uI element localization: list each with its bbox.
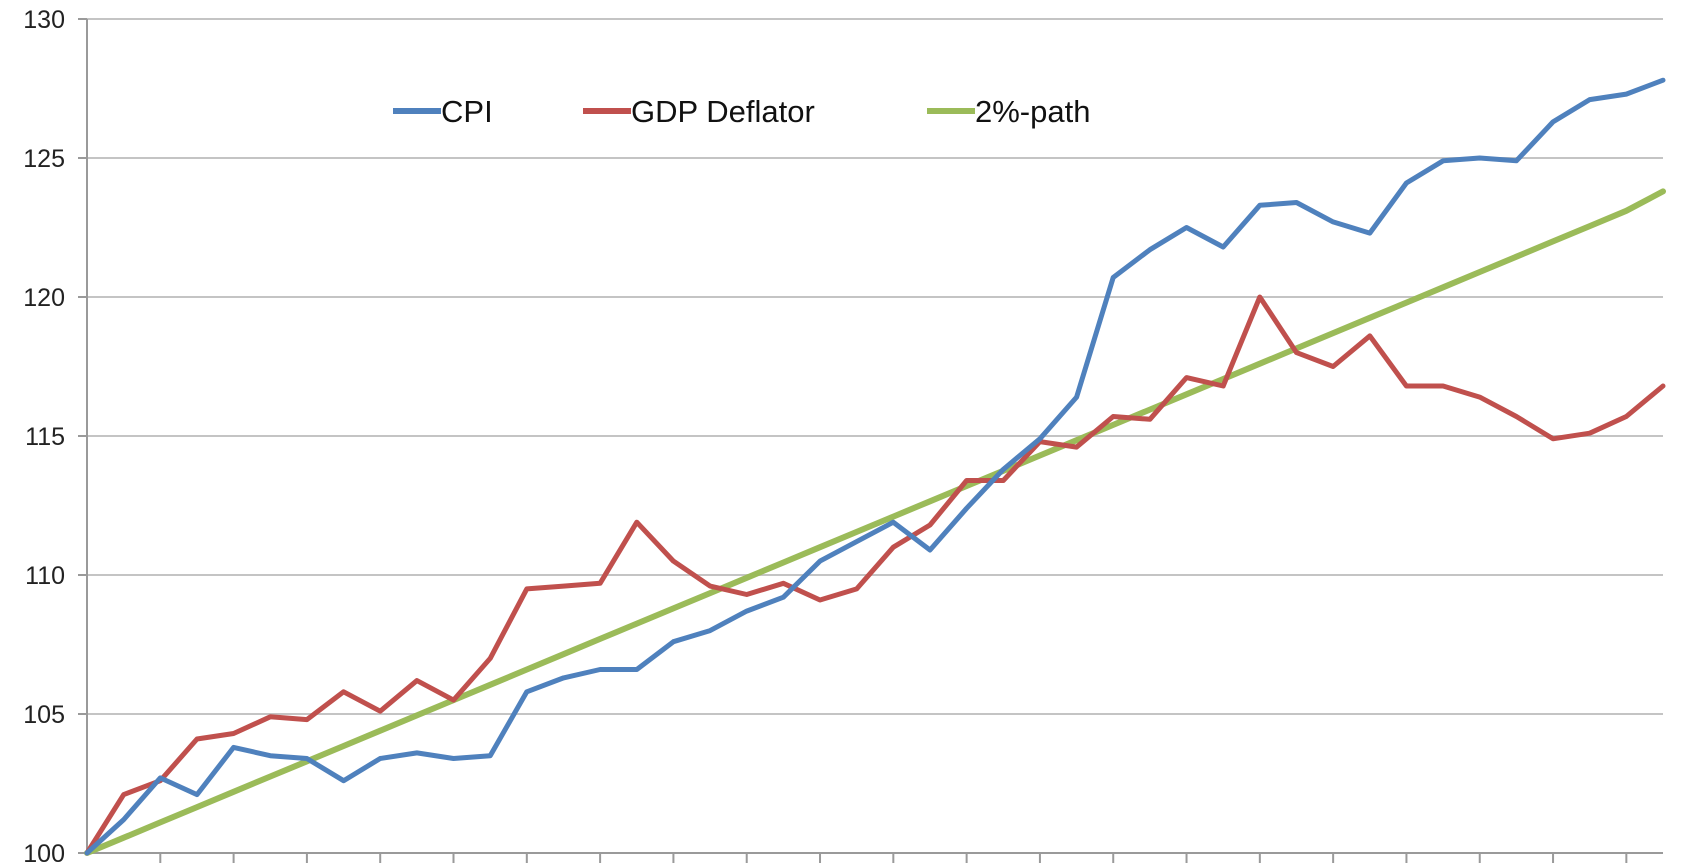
legend-label: 2%-path [975,94,1090,129]
legend-entry: GDP Deflator [583,94,815,129]
y-tick-label: 130 [23,6,65,34]
series-line-gdp-deflator [84,294,1666,856]
y-tick-label: 120 [23,284,65,312]
legend-label: GDP Deflator [631,94,815,129]
legend-entry: CPI [393,94,493,129]
legend: CPI GDP Deflator 2%-path [393,94,1090,129]
legend-label: CPI [441,94,493,129]
axes: 100 105 110 115 120 125 130 [23,6,1663,866]
y-tick-label: 125 [23,145,65,173]
series-lines [84,77,1666,856]
gridlines [87,18,1663,715]
y-tick-label: 110 [25,562,65,590]
series-line-cpi [84,77,1666,856]
legend-entry: 2%-path [927,94,1090,129]
series-line-2-path [84,188,1666,856]
y-tick-label: 100 [23,840,65,866]
y-tick-label: 105 [23,701,65,729]
y-tick-label: 115 [25,423,65,451]
